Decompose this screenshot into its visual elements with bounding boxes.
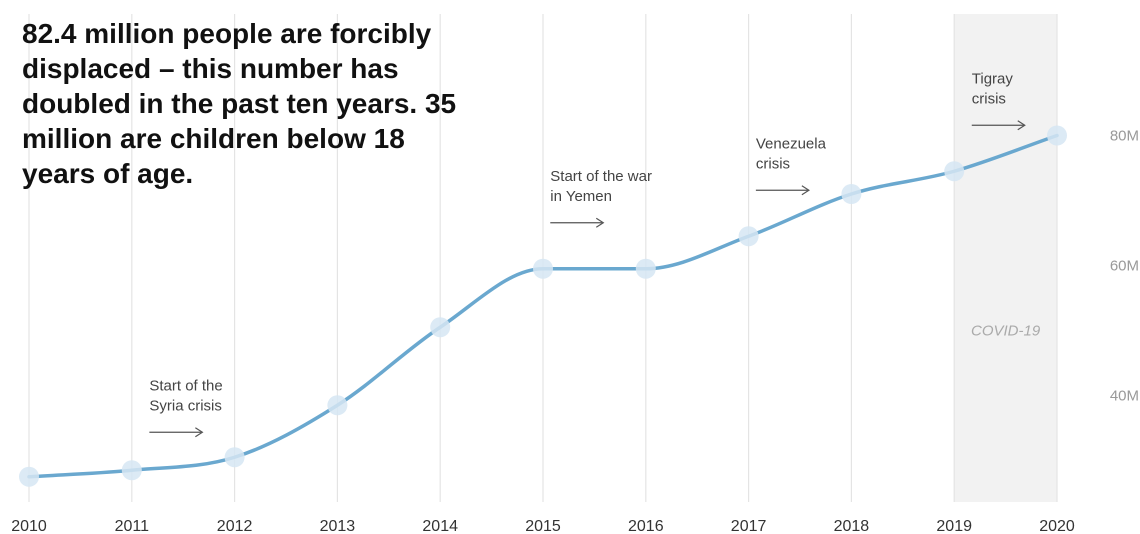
annotation-3-arrowhead xyxy=(1017,120,1026,131)
data-point-2020 xyxy=(1047,125,1067,146)
x-tick-2020: 2020 xyxy=(1039,518,1075,534)
y-tick-80M: 80M xyxy=(1110,128,1139,145)
x-tick-2014: 2014 xyxy=(422,518,458,534)
annotation-2-line-0: Venezuela xyxy=(756,135,827,152)
x-tick-2012: 2012 xyxy=(217,518,253,534)
data-point-2013 xyxy=(327,395,348,416)
data-point-2019 xyxy=(944,161,965,182)
y-tick-60M: 60M xyxy=(1110,258,1139,275)
data-point-2018 xyxy=(841,184,862,204)
data-point-2011 xyxy=(121,460,142,481)
x-tick-2013: 2013 xyxy=(320,518,356,534)
covid-band-label: COVID-19 xyxy=(971,323,1041,340)
annotation-0-line-1: Syria crisis xyxy=(149,397,222,414)
chart-headline: 82.4 million people are forcibly displac… xyxy=(22,18,457,189)
x-tick-2017: 2017 xyxy=(731,518,767,534)
annotation-2-arrowhead xyxy=(801,185,810,196)
annotation-1-line-0: Start of the war xyxy=(550,168,652,185)
annotation-3-line-1: crisis xyxy=(972,90,1006,107)
y-axis-ticks: 40M 60M 80M xyxy=(1110,128,1139,405)
data-point-2010 xyxy=(19,466,39,487)
x-axis-ticks: 2010 2011 2012 2013 2014 2015 2016 2017 2018 2019… xyxy=(11,518,1075,534)
annotation-0-line-0: Start of the xyxy=(149,377,222,394)
data-point-2012 xyxy=(224,447,245,468)
y-tick-40M: 40M xyxy=(1110,388,1139,405)
x-tick-2011: 2011 xyxy=(115,518,150,534)
data-point-2015 xyxy=(533,258,553,279)
x-tick-2016: 2016 xyxy=(628,518,664,534)
covid-band-layer: COVID-19 xyxy=(954,14,1057,502)
data-point-2016 xyxy=(635,258,656,279)
annotation-3-line-0: Tigray xyxy=(972,70,1014,87)
annotation-2-line-1: crisis xyxy=(756,155,790,172)
data-point-2014 xyxy=(430,317,451,338)
x-tick-2015: 2015 xyxy=(525,518,561,534)
vertical-gridlines xyxy=(28,14,1058,502)
x-tick-2010: 2010 xyxy=(11,518,47,534)
annotation-0-arrowhead xyxy=(195,427,204,438)
annotation-1-line-1: in Yemen xyxy=(550,188,612,205)
annotation-1-arrowhead xyxy=(595,217,605,228)
covid-band xyxy=(954,14,1057,502)
data-points xyxy=(19,125,1067,487)
x-tick-2018: 2018 xyxy=(834,518,870,534)
x-tick-2019: 2019 xyxy=(936,518,972,534)
annotations: Start of the Syria crisis Start of the war… xyxy=(149,70,1026,438)
data-point-2017 xyxy=(738,226,759,247)
